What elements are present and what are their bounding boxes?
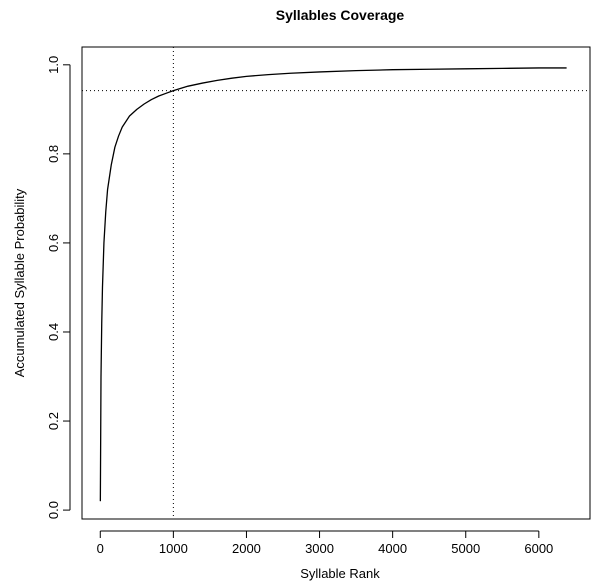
x-tick-label: 1000 <box>159 541 188 556</box>
x-tick-label: 3000 <box>305 541 334 556</box>
series-line <box>99 67 567 502</box>
y-tick-label: 0.2 <box>46 412 61 430</box>
reference-lines <box>82 47 590 519</box>
y-axis: 0.0 0.2 0.4 0.6 0.8 1.0 <box>46 56 71 519</box>
y-tick-label: 0.4 <box>46 323 61 341</box>
plot-frame <box>81 46 591 520</box>
y-tick-label: 0.6 <box>46 234 61 252</box>
x-tick-label: 2000 <box>232 541 261 556</box>
y-tick-label: 1.0 <box>46 56 61 74</box>
x-tick-label: 6000 <box>524 541 553 556</box>
x-tick-label: 5000 <box>451 541 480 556</box>
y-axis-title: Accumulated Syllable Probability <box>12 188 27 377</box>
y-tick-label: 0.8 <box>46 145 61 163</box>
x-axis: 0 1000 2000 3000 4000 5000 6000 <box>97 530 553 556</box>
x-tick-label: 4000 <box>378 541 407 556</box>
series-group <box>99 67 567 502</box>
y-tick-label: 0.0 <box>46 501 61 519</box>
chart-title: Syllables Coverage <box>276 7 405 23</box>
x-tick-label: 0 <box>97 541 104 556</box>
x-axis-title: Syllable Rank <box>300 566 380 581</box>
